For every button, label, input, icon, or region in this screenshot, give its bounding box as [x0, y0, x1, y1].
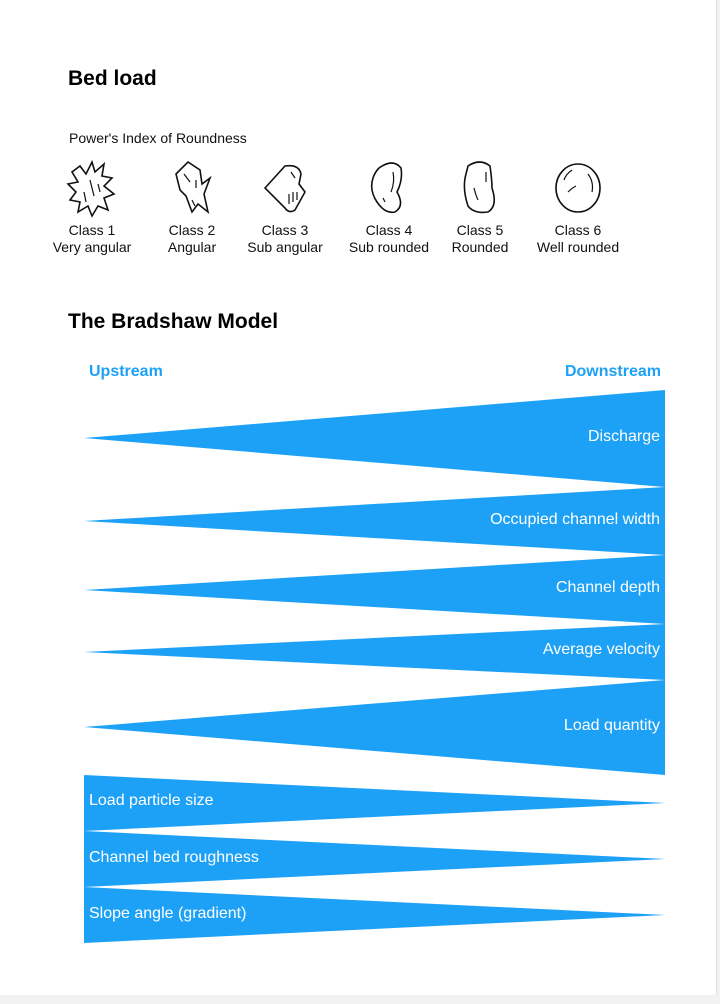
roundness-class-3: Class 3 Sub angular	[230, 158, 340, 256]
class-name: Class 1	[68, 222, 116, 238]
class-desc: Sub angular	[247, 239, 323, 255]
class-name: Class 6	[554, 222, 602, 238]
roundness-class-6: Class 6 Well rounded	[523, 158, 633, 256]
roundness-class-5: Class 5 Rounded	[425, 158, 535, 256]
roundness-class-2: Class 2 Angular	[137, 158, 247, 256]
bradshaw-heading: The Bradshaw Model	[68, 310, 279, 333]
sub-rounded-pebble-icon	[370, 162, 403, 214]
very-angular-pebble-icon	[66, 159, 116, 218]
class-desc: Angular	[167, 239, 217, 255]
roundness-class-4: Class 4 Sub rounded	[334, 158, 444, 256]
class-name: Class 4	[365, 222, 413, 238]
velocity-wedge	[84, 624, 665, 680]
particle-size-wedge	[84, 775, 665, 831]
well-rounded-pebble-icon	[555, 163, 601, 213]
channel-width-wedge	[84, 487, 665, 555]
bed-load-heading: Bed load	[68, 67, 157, 90]
class-name: Class 3	[261, 222, 309, 238]
class-desc: Sub rounded	[348, 239, 430, 255]
downstream-label: Downstream	[564, 363, 661, 380]
discharge-wedge	[84, 390, 665, 487]
class-desc: Well rounded	[536, 239, 620, 255]
channel-depth-label: Channel depth	[555, 579, 660, 596]
angular-pebble-icon	[175, 160, 212, 215]
upstream-label: Upstream	[89, 363, 163, 380]
class-name: Class 2	[168, 222, 216, 238]
load-quantity-label: Load quantity	[563, 717, 660, 734]
slope-wedge	[84, 887, 665, 943]
class-name: Class 5	[456, 222, 504, 238]
rounded-pebble-icon	[463, 161, 496, 214]
slope-label: Slope angle (gradient)	[89, 905, 247, 922]
roundness-figure-title: Power's Index of Roundness	[69, 130, 247, 146]
sub-angular-pebble-icon	[263, 164, 306, 213]
channel-depth-wedge	[84, 555, 665, 624]
bed-roughness-label: Channel bed roughness	[89, 849, 259, 866]
bed-roughness-wedge	[84, 831, 665, 887]
roundness-class-1: Class 1 Very angular	[37, 158, 147, 256]
particle-size-label: Load particle size	[89, 792, 214, 809]
discharge-label: Discharge	[587, 428, 660, 445]
class-desc: Rounded	[451, 239, 509, 255]
channel-width-label: Occupied channel width	[490, 511, 660, 528]
load-quantity-wedge	[84, 680, 665, 775]
class-desc: Very angular	[52, 239, 132, 255]
velocity-label: Average velocity	[542, 641, 660, 658]
